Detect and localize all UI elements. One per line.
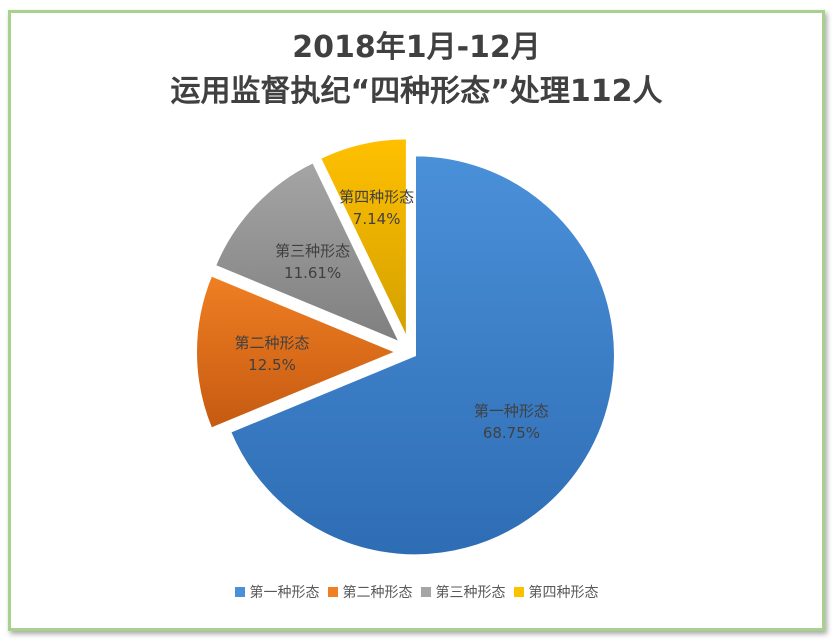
slice-second-form [195,274,399,430]
data-label-value: 12.5% [248,356,296,374]
slice-first-form [228,154,616,557]
chart-title-line-1: 2018年1月-12月 [292,30,541,65]
slice-third-form [213,160,402,345]
legend-swatch [234,587,245,597]
data-label-category: 第一种形态 [474,402,549,420]
legend-item: 第二种形态 [327,582,413,602]
data-label-value: 11.61% [284,264,341,282]
data-label-category: 第二种形态 [234,334,309,352]
legend-label: 第四种形态 [528,585,599,601]
legend-swatch [327,587,338,597]
chart-title: 2018年1月-12月 运用监督执纪“四种形态”处理112人 [0,26,833,114]
legend-swatch [513,587,524,597]
legend-swatch [420,587,431,597]
legend-label: 第二种形态 [342,585,413,601]
legend-item: 第四种形态 [513,582,599,602]
chart-title-line-2: 运用监督执纪“四种形态”处理112人 [170,74,663,109]
legend-item: 第三种形态 [420,582,506,602]
chart-legend: 第一种形态 第二种形态 第三种形态 第四种形态 [0,582,833,602]
data-label-category: 第四种形态 [339,188,414,206]
data-label-value: 68.75% [483,424,540,442]
data-label-category: 第三种形态 [275,242,350,260]
legend-label: 第一种形态 [249,585,320,601]
legend-item: 第一种形态 [234,582,320,602]
slice-fourth-form [318,137,408,339]
data-label-value: 7.14% [353,210,401,228]
legend-label: 第三种形态 [435,585,506,601]
